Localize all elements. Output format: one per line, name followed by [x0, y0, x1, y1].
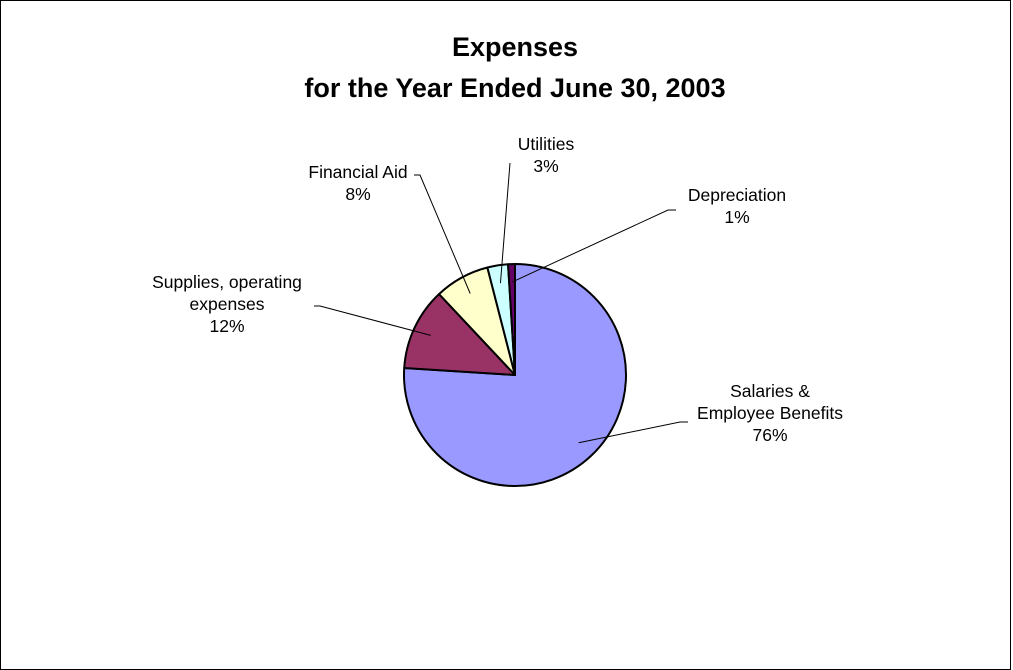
pie-slices [403, 263, 627, 487]
slice-category-depreciation: Depreciation [688, 185, 786, 205]
pie-slice-supplies-operating-expenses [403, 293, 516, 376]
slice-category-salaries-employee-benefits: Salaries & [730, 381, 810, 401]
pie-slice-depreciation [507, 263, 516, 376]
slice-category-supplies-operating-expenses: Supplies, operating [152, 272, 302, 292]
chart-title: Expenses for the Year Ended June 30, 200… [304, 32, 725, 103]
pie-chart: Expenses for the Year Ended June 30, 200… [152, 32, 843, 487]
slice-label-financial-aid: Financial Aid 8% [308, 162, 407, 204]
leader-line-supplies-operating-expenses [314, 305, 431, 336]
slice-category-salaries-employee-benefits: Employee Benefits [697, 403, 843, 423]
leader-lines [314, 162, 688, 444]
slice-category-utilities: Utilities [518, 134, 575, 154]
slice-category-supplies-operating-expenses: expenses [190, 294, 265, 314]
slice-percent-depreciation: 1% [724, 207, 749, 227]
slice-label-utilities: Utilities 3% [518, 134, 575, 176]
slice-percent-salaries-employee-benefits: 76% [752, 425, 787, 445]
slice-labels: Salaries & Employee Benefits 76% Supplies, … [152, 134, 843, 445]
slice-label-salaries-employee-benefits: Salaries & Employee Benefits 76% [697, 381, 843, 445]
slice-percent-financial-aid: 8% [345, 184, 370, 204]
leader-line-utilities [499, 162, 511, 284]
slice-label-depreciation: Depreciation 1% [688, 185, 786, 227]
chart-title-line-1: Expenses [452, 32, 578, 62]
slice-category-financial-aid: Financial Aid [308, 162, 407, 182]
slice-percent-utilities: 3% [533, 156, 558, 176]
slice-label-supplies-operating-expenses: Supplies, operating expenses 12% [152, 272, 302, 336]
leader-line-salaries-employee-benefits [578, 421, 688, 444]
chart-title-line-2: for the Year Ended June 30, 2003 [304, 73, 725, 103]
leader-line-financial-aid [414, 174, 471, 294]
leader-line-depreciation [511, 209, 676, 283]
slice-percent-supplies-operating-expenses: 12% [209, 316, 244, 336]
